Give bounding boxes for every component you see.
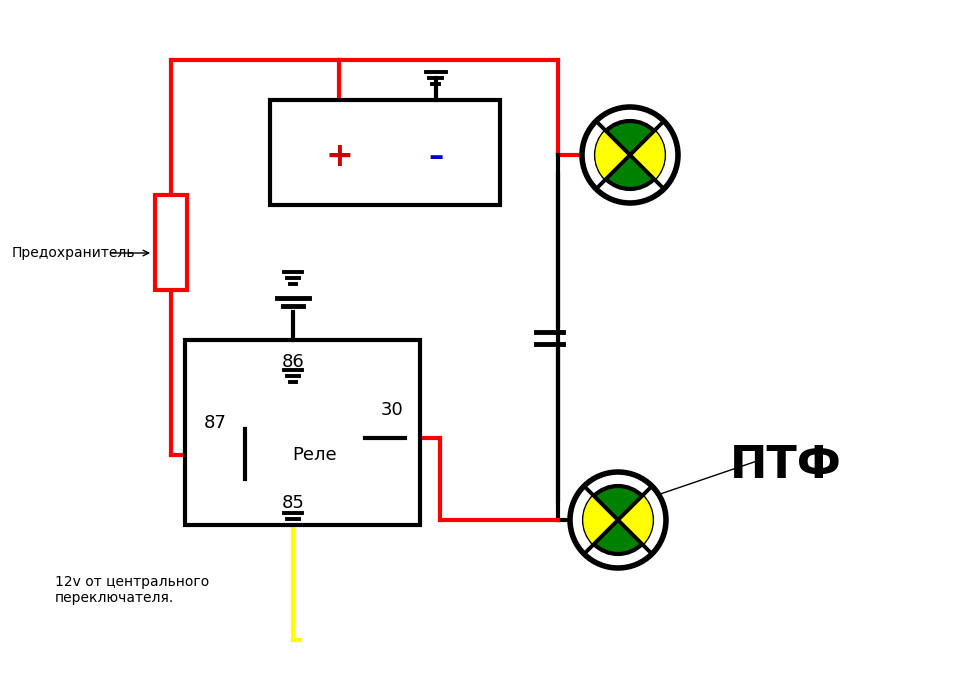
Text: Реле: Реле xyxy=(292,446,337,464)
Text: 87: 87 xyxy=(204,414,227,432)
Text: 30: 30 xyxy=(380,401,403,419)
Text: ПТФ: ПТФ xyxy=(730,444,842,486)
Bar xyxy=(270,100,500,205)
Circle shape xyxy=(584,486,652,554)
Polygon shape xyxy=(630,131,664,179)
Circle shape xyxy=(570,472,666,568)
Text: 86: 86 xyxy=(281,353,304,371)
Bar xyxy=(185,340,420,525)
Text: –: – xyxy=(428,142,444,171)
Polygon shape xyxy=(584,496,618,544)
Circle shape xyxy=(596,121,664,189)
Text: 12v от центрального
переключателя.: 12v от центрального переключателя. xyxy=(55,575,209,605)
Bar xyxy=(155,195,187,290)
Text: 85: 85 xyxy=(281,494,304,512)
Circle shape xyxy=(582,107,678,203)
Text: +: + xyxy=(325,140,353,173)
Polygon shape xyxy=(596,131,630,179)
Polygon shape xyxy=(618,496,652,544)
Text: Предохранитель: Предохранитель xyxy=(12,246,135,260)
